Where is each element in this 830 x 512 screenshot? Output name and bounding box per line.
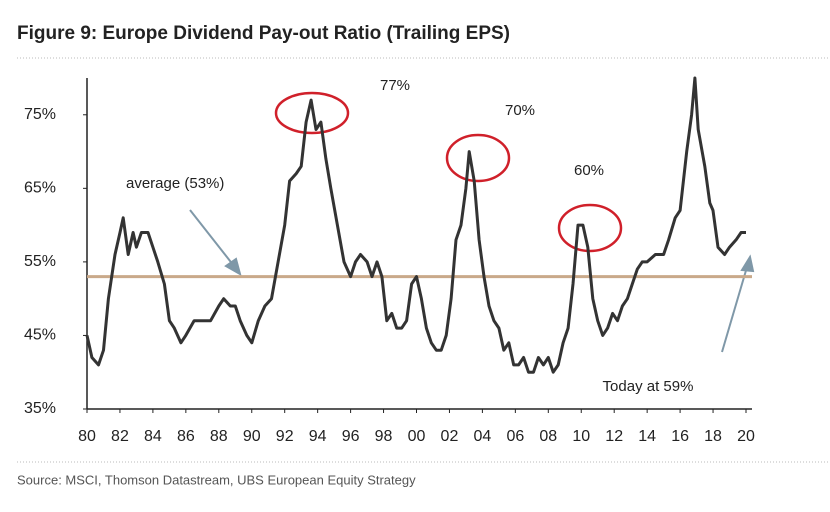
x-tick-label: 96 bbox=[342, 428, 360, 445]
x-tick-label: 10 bbox=[572, 428, 590, 445]
x-tick-label: 98 bbox=[375, 428, 393, 445]
annotation: 77% bbox=[380, 77, 410, 94]
y-tick-label: 45% bbox=[24, 327, 56, 344]
source-note: Source: MSCI, Thomson Datastream, UBS Eu… bbox=[17, 472, 416, 487]
y-tick-label: 55% bbox=[24, 253, 56, 270]
chart-title: Figure 9: Europe Dividend Pay-out Ratio … bbox=[17, 23, 510, 44]
x-tick-label: 94 bbox=[309, 428, 327, 445]
annotation: 60% bbox=[574, 162, 604, 179]
annotation: 70% bbox=[505, 102, 535, 119]
x-tick-label: 18 bbox=[704, 428, 722, 445]
x-tick-label: 92 bbox=[276, 428, 294, 445]
x-tick-label: 04 bbox=[474, 428, 492, 445]
arrow bbox=[721, 266, 748, 353]
x-tick-label: 90 bbox=[243, 428, 261, 445]
x-tick-label: 02 bbox=[441, 428, 459, 445]
x-tick-label: 80 bbox=[78, 428, 96, 445]
x-tick-label: 88 bbox=[210, 428, 228, 445]
series-line bbox=[85, 76, 746, 374]
x-tick-label: 16 bbox=[671, 428, 689, 445]
x-tick-label: 84 bbox=[144, 428, 162, 445]
highlight-circle bbox=[557, 203, 623, 253]
arrow bbox=[189, 209, 235, 267]
x-tick-label: 20 bbox=[737, 428, 755, 445]
annotation: average (53%) bbox=[126, 175, 224, 192]
x-tick-label: 00 bbox=[408, 428, 426, 445]
y-tick-label: 35% bbox=[24, 400, 56, 417]
arrow-head bbox=[740, 254, 755, 273]
x-tick-label: 82 bbox=[111, 428, 129, 445]
x-tick-label: 12 bbox=[605, 428, 623, 445]
x-tick-label: 06 bbox=[506, 428, 524, 445]
x-tick-label: 14 bbox=[638, 428, 656, 445]
arrow-head bbox=[224, 257, 242, 277]
highlight-circle bbox=[445, 133, 511, 183]
x-tick-label: 86 bbox=[177, 428, 195, 445]
x-tick-label: 08 bbox=[539, 428, 557, 445]
y-tick-label: 65% bbox=[24, 180, 56, 197]
annotation: Today at 59% bbox=[603, 378, 694, 395]
highlight-circle bbox=[274, 91, 350, 135]
y-tick-label: 75% bbox=[24, 106, 56, 123]
